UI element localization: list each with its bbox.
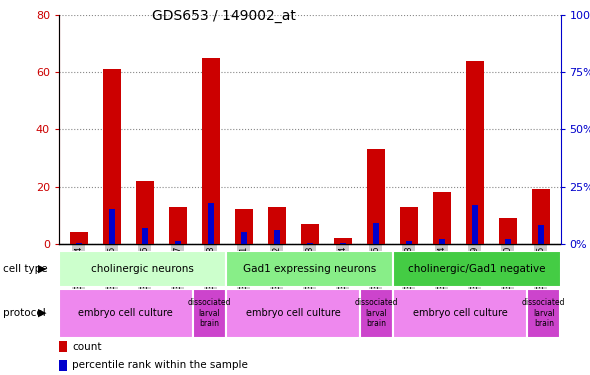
Bar xyxy=(59,289,193,338)
Bar xyxy=(241,232,247,244)
Bar xyxy=(301,224,319,244)
Bar xyxy=(532,189,550,244)
Bar xyxy=(226,289,360,338)
Bar xyxy=(235,209,253,244)
Text: cholinergic/Gad1 negative: cholinergic/Gad1 negative xyxy=(408,264,546,274)
Bar xyxy=(59,341,67,352)
Text: ▶: ▶ xyxy=(38,264,47,274)
Bar xyxy=(360,289,394,338)
Bar xyxy=(537,225,543,244)
Text: percentile rank within the sample: percentile rank within the sample xyxy=(72,360,248,370)
Text: dissociated
larval
brain: dissociated larval brain xyxy=(522,298,566,328)
Text: cholinergic neurons: cholinergic neurons xyxy=(91,264,194,274)
Text: dissociated
larval
brain: dissociated larval brain xyxy=(188,298,231,328)
Bar xyxy=(472,205,478,244)
Bar xyxy=(193,289,226,338)
Bar xyxy=(70,232,88,244)
Bar xyxy=(169,207,187,244)
Bar xyxy=(226,251,394,287)
Bar xyxy=(399,207,418,244)
Bar xyxy=(142,228,148,244)
Bar xyxy=(268,207,286,244)
Bar xyxy=(394,289,527,338)
Bar xyxy=(439,239,445,244)
Bar xyxy=(504,239,511,244)
Bar xyxy=(175,242,181,244)
Bar xyxy=(432,192,451,244)
Text: cell type: cell type xyxy=(3,264,48,274)
Bar xyxy=(307,243,313,244)
Bar xyxy=(499,218,517,244)
Text: GDS653 / 149002_at: GDS653 / 149002_at xyxy=(152,9,296,23)
Bar xyxy=(59,360,67,370)
Bar xyxy=(366,149,385,244)
Bar xyxy=(208,202,214,244)
Bar xyxy=(59,251,226,287)
Bar xyxy=(373,223,379,244)
Bar xyxy=(340,243,346,244)
Bar xyxy=(76,243,82,244)
Bar xyxy=(202,58,220,244)
Text: Gad1 expressing neurons: Gad1 expressing neurons xyxy=(243,264,376,274)
Bar xyxy=(466,61,484,244)
Bar xyxy=(103,69,121,244)
Bar xyxy=(527,289,560,338)
Text: protocol: protocol xyxy=(3,308,45,318)
Text: embryo cell culture: embryo cell culture xyxy=(78,308,173,318)
Bar xyxy=(394,251,560,287)
Text: count: count xyxy=(72,342,101,351)
Text: dissociated
larval
brain: dissociated larval brain xyxy=(355,298,398,328)
Bar xyxy=(274,230,280,244)
Bar xyxy=(109,209,115,244)
Text: embryo cell culture: embryo cell culture xyxy=(245,308,340,318)
Bar xyxy=(334,238,352,244)
Text: embryo cell culture: embryo cell culture xyxy=(413,308,507,318)
Bar xyxy=(136,181,154,244)
Text: ▶: ▶ xyxy=(38,308,47,318)
Bar xyxy=(406,242,412,244)
